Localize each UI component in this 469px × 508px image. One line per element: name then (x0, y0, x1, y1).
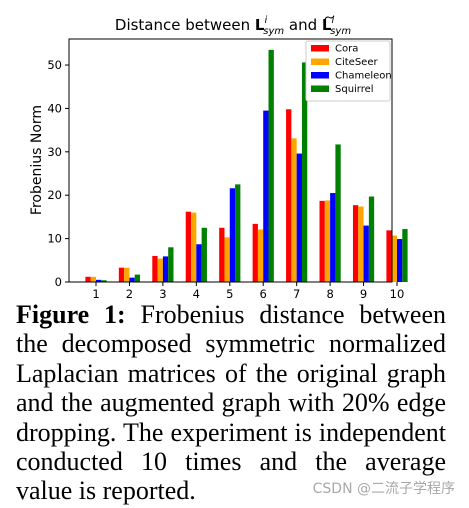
bar-citeseer-4 (191, 212, 197, 282)
plot-frame (68, 38, 393, 283)
legend-label-cora: Cora (335, 44, 358, 55)
y-axis-label: Frobenius Norm (29, 105, 45, 215)
bar-squirrel-8 (335, 144, 341, 282)
x-tick-label: 3 (159, 287, 166, 300)
x-tick-label: 6 (260, 287, 267, 300)
bar-cora-6 (252, 223, 258, 282)
bar-squirrel-7 (301, 62, 308, 283)
bar-citeseer-2 (124, 267, 130, 282)
bar-chameleon-9 (363, 225, 369, 282)
bar-citeseer-7 (291, 138, 297, 282)
caption-text: Frobenius distance between the decompose… (16, 300, 446, 506)
bar-squirrel-2 (134, 274, 141, 282)
legend-swatch-squirrel (311, 85, 329, 92)
title-prefix: Distance between (115, 16, 255, 34)
title-symbol-1-sup: i (264, 15, 267, 26)
bar-citeseer-6 (257, 229, 264, 282)
title-symbol-1: L (255, 16, 265, 34)
title-symbol-1-sub: sym (263, 26, 284, 37)
y-tick-label: 30 (47, 145, 62, 159)
bar-citeseer-10 (391, 235, 397, 282)
bar-cora-7 (286, 109, 292, 282)
bar-cora-10 (386, 230, 392, 282)
bar-chameleon-3 (162, 256, 169, 282)
bar-chart: Distance between Li sym and Li sym Frobeni… (29, 15, 408, 300)
title-symbol-2-sub: sym (330, 26, 351, 37)
x-tick-label: 7 (293, 287, 300, 300)
bar-squirrel-5 (235, 184, 241, 282)
bar-cora-3 (152, 255, 158, 282)
legend-label-citeseer: CiteSeer (335, 57, 378, 68)
watermark: CSDN @二流子学程序 (312, 481, 455, 497)
chart-title: Distance between Li sym and Li sym (115, 15, 351, 37)
bar-chameleon-7 (296, 153, 302, 282)
bar-squirrel-1 (101, 280, 107, 282)
x-tick-label: 9 (360, 287, 367, 300)
bar-squirrel-6 (268, 49, 274, 282)
x-tick-label: 4 (193, 287, 200, 300)
bar-cora-1 (85, 276, 91, 282)
legend-label-squirrel: Squirrel (335, 84, 374, 95)
bar-chameleon-2 (129, 277, 135, 282)
bar-cora-4 (185, 211, 192, 282)
y-tick-label: 10 (47, 232, 62, 246)
y-tick-label: 50 (47, 58, 62, 72)
bar-squirrel-4 (201, 227, 207, 282)
x-tick-label: 2 (126, 287, 133, 300)
legend-swatch-citeseer (311, 58, 329, 65)
x-tick-label: 8 (326, 287, 333, 300)
bar-chameleon-4 (196, 244, 202, 282)
bar-chameleon-10 (397, 239, 403, 282)
bars-layer (85, 49, 408, 283)
bar-cora-5 (219, 227, 225, 282)
bar-cora-9 (352, 205, 359, 282)
bar-citeseer-1 (90, 276, 96, 282)
bar-squirrel-3 (168, 247, 174, 282)
legend: Cora CiteSeer Chameleon Squirrel (305, 40, 392, 102)
title-mid: and (284, 16, 322, 34)
title-tilde-mark (324, 15, 335, 20)
title-symbol-2-sup: i (331, 15, 334, 26)
title-symbol-2: L (322, 16, 332, 34)
bar-squirrel-9 (368, 196, 375, 282)
bar-chameleon-6 (263, 110, 269, 282)
caption-label: Figure 1: (16, 300, 126, 329)
bar-squirrel-10 (402, 229, 408, 282)
y-tick-label: 0 (55, 275, 62, 289)
bar-citeseer-8 (324, 200, 331, 282)
x-tick-label: 1 (92, 287, 99, 300)
bar-cora-8 (319, 200, 325, 282)
legend-swatch-chameleon (311, 72, 329, 79)
y-tick-label: 20 (47, 188, 62, 202)
legend-label-chameleon: Chameleon (335, 71, 392, 82)
ticks-layer: 1 2 3 4 5 6 7 8 9 10 0 10 20 30 40 50 (47, 58, 404, 300)
bar-chameleon-5 (229, 188, 236, 282)
legend-swatch-cora (311, 45, 329, 52)
bar-citeseer-9 (358, 206, 364, 282)
x-tick-label: 5 (226, 287, 233, 300)
bar-chameleon-1 (96, 279, 102, 282)
bar-citeseer-3 (157, 258, 163, 282)
figure-caption: Figure 1: Frobenius distance between the… (16, 300, 446, 506)
y-tick-label: 40 (47, 101, 62, 115)
bar-cora-2 (118, 267, 125, 282)
bar-citeseer-5 (224, 237, 230, 282)
x-tick-label: 10 (390, 287, 405, 300)
bar-chameleon-8 (330, 193, 336, 282)
